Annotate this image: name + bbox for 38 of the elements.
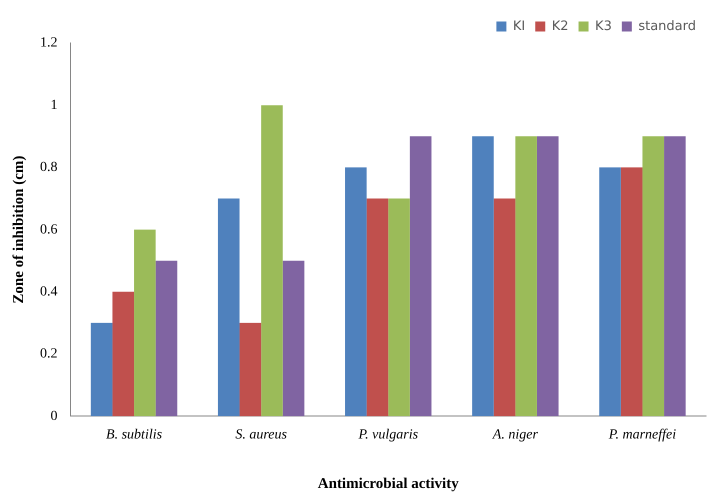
bar	[620, 167, 642, 416]
y-axis-title: Zone of inhibition (cm)	[10, 156, 27, 304]
y-tick-label: 0	[50, 408, 58, 424]
bar	[599, 167, 621, 416]
x-tick-label: B. subtilis	[106, 427, 163, 442]
bar	[282, 260, 304, 416]
y-tick-label: 0.6	[40, 222, 58, 238]
y-tick-label: 0.4	[40, 284, 58, 300]
bar	[410, 136, 432, 416]
bar	[112, 292, 134, 416]
bar	[494, 198, 516, 416]
y-tick-label: 0.2	[40, 346, 58, 362]
y-tick-label: 1	[50, 98, 58, 113]
x-axis-title: Antimicrobial activity	[318, 476, 460, 492]
bar	[366, 198, 388, 416]
bar	[134, 230, 156, 416]
y-tick-label: 1.2	[40, 36, 58, 51]
bar	[261, 105, 283, 416]
bar	[388, 198, 410, 416]
bar	[90, 322, 112, 416]
bar	[472, 136, 494, 416]
bar	[536, 136, 559, 416]
bar	[642, 136, 664, 416]
y-tick-label: 0.8	[40, 160, 58, 176]
bar	[515, 136, 537, 416]
x-tick-label: S. aureus	[235, 427, 288, 442]
legend-label: standard	[638, 18, 696, 34]
x-tick-label: P. vulgaris	[357, 427, 419, 442]
legend-label: K2	[552, 18, 569, 34]
legend-label: KI	[512, 18, 526, 34]
x-tick-label: A. niger	[492, 427, 538, 442]
legend-label: K3	[595, 18, 612, 34]
bar	[218, 198, 240, 416]
x-tick-label: P. marneffei	[608, 427, 676, 442]
bar	[240, 322, 262, 416]
bar	[345, 167, 367, 416]
bar	[664, 136, 686, 416]
bar	[156, 260, 178, 416]
